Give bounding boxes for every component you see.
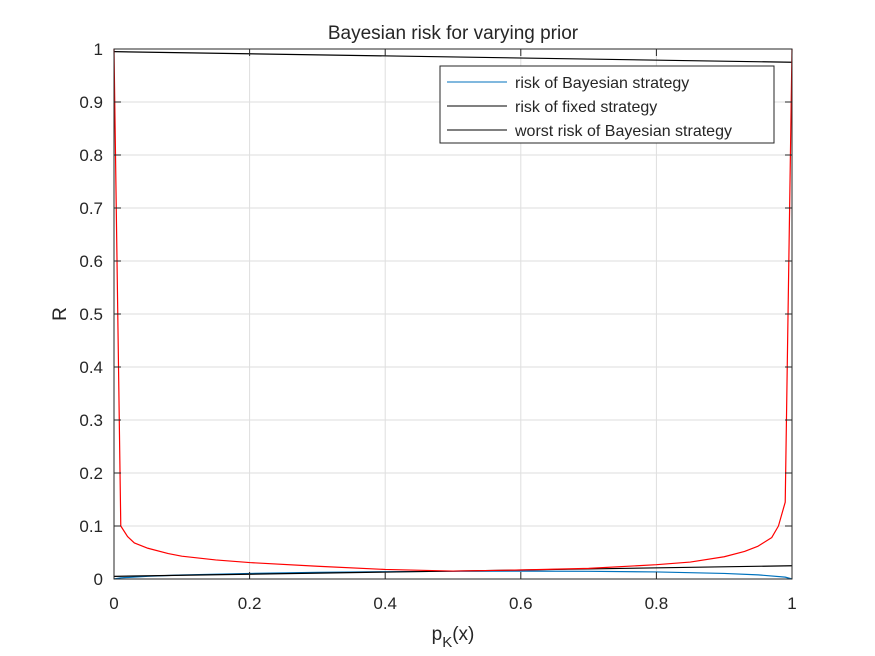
series-red-line bbox=[113, 48, 793, 572]
x-tick-label: 0.6 bbox=[509, 594, 533, 613]
y-tick-label: 0.6 bbox=[79, 252, 103, 271]
x-tick-label: 1 bbox=[787, 594, 796, 613]
legend: risk of Bayesian strategy risk of fixed … bbox=[439, 65, 775, 144]
legend-label-worst-bayesian-risk: worst risk of Bayesian strategy bbox=[514, 123, 732, 140]
y-tick-label: 0.2 bbox=[79, 464, 103, 483]
x-tick-label: 0 bbox=[109, 594, 118, 613]
y-tick-label: 0.1 bbox=[79, 517, 103, 536]
y-tick-label: 0.7 bbox=[79, 199, 103, 218]
y-tick-label: 0.4 bbox=[79, 358, 103, 377]
y-tick-label: 0.3 bbox=[79, 411, 103, 430]
series-group bbox=[113, 48, 793, 580]
legend-label-fixed-risk: risk of fixed strategy bbox=[515, 99, 657, 116]
x-tick-label: 0.8 bbox=[645, 594, 669, 613]
y-tick-label: 0 bbox=[94, 570, 103, 589]
x-axis-label-suffix: (x) bbox=[452, 624, 474, 645]
series-worst-bayesian-risk-line bbox=[113, 51, 793, 63]
y-tick-label: 1 bbox=[94, 40, 103, 59]
x-axis-label-subscript: K bbox=[442, 634, 452, 651]
y-tick-label: 0.8 bbox=[79, 146, 103, 165]
y-tick-label: 0.9 bbox=[79, 93, 103, 112]
tick-labels: 0 0.2 0.4 0.6 0.8 1 0 0.1 0.2 0.3 0.4 0.5 0.6 0.7 0.8 0… bbox=[79, 40, 796, 613]
x-axis-label: pK(x) bbox=[432, 624, 475, 651]
ticks bbox=[113, 48, 793, 580]
legend-label-bayesian-risk: risk of Bayesian strategy bbox=[515, 75, 689, 92]
y-axis-label: R bbox=[50, 307, 71, 321]
chart-title: Bayesian risk for varying prior bbox=[328, 23, 579, 44]
x-tick-label: 0.4 bbox=[373, 594, 397, 613]
y-tick-label: 0.5 bbox=[79, 305, 103, 324]
x-axis-label-base: p bbox=[432, 624, 443, 645]
x-tick-label: 0.2 bbox=[238, 594, 262, 613]
